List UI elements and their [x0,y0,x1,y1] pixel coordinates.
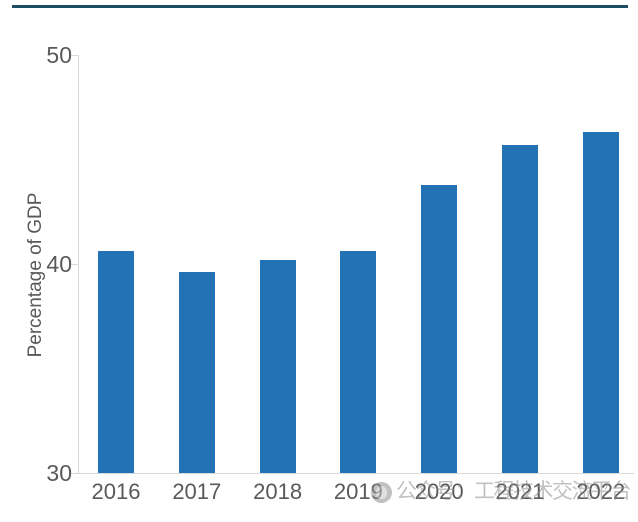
bar-2020 [421,184,458,473]
bar-2018 [259,259,296,473]
x-tick-label-2017: 2017 [172,479,222,504]
x-tick-label-2020: 2020 [414,479,464,504]
x-tick-label-2016: 2016 [91,479,141,504]
y-tick-mark-40 [71,264,78,265]
bar-2021 [502,144,538,473]
bar-2019 [340,251,377,473]
x-tick-label-2022: 2022 [576,479,626,504]
y-tick-label-40: 40 [46,250,72,277]
y-tick-mark-30 [71,473,78,474]
y-tick-mark-50 [71,55,78,56]
bar-2016 [98,251,134,473]
y-tick-label-30: 30 [46,459,72,486]
top-rule [12,5,628,8]
y-tick-label-50: 50 [46,41,72,68]
x-tick-label-2018: 2018 [253,479,303,504]
bar-2022 [582,132,619,473]
bar-2017 [178,272,215,473]
x-tick-label-2021: 2021 [495,479,545,504]
y-axis-line [78,55,79,474]
x-axis-line [78,473,634,474]
x-tick-label-2019: 2019 [333,479,383,504]
